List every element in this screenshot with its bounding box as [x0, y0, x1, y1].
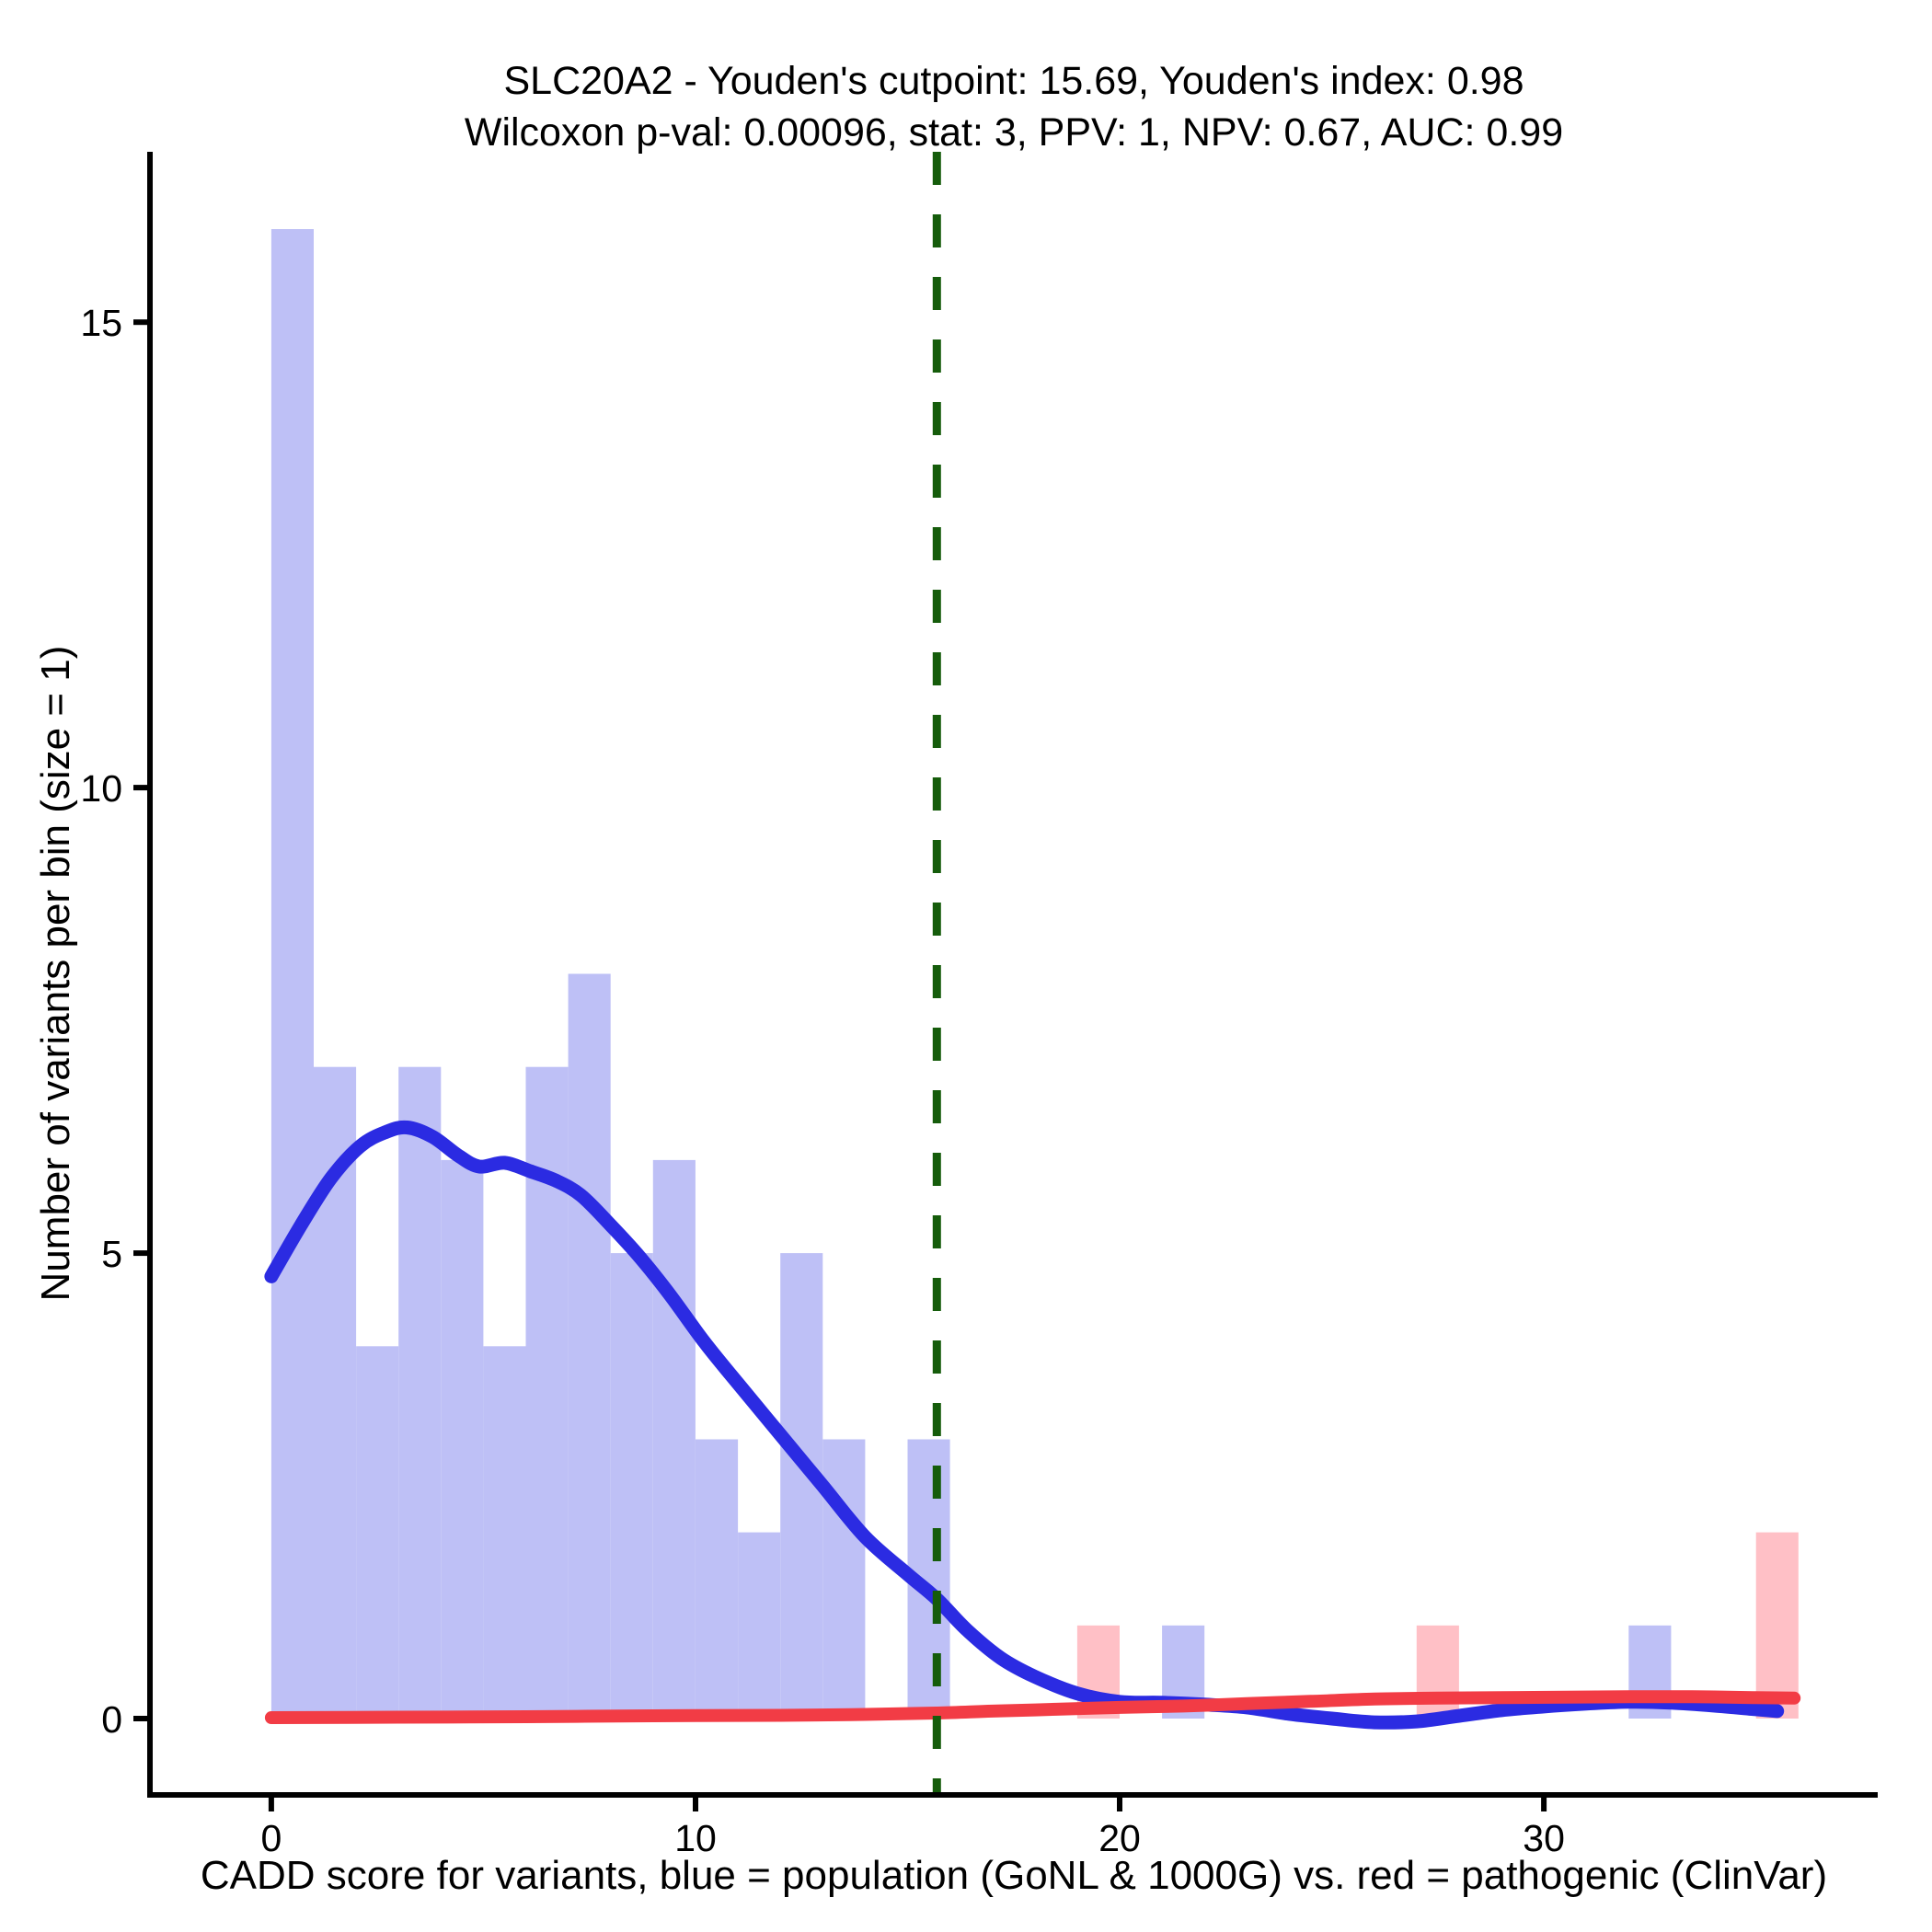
y-tick-label: 5	[101, 1233, 122, 1275]
x-tick-label: 0	[260, 1817, 282, 1859]
x-tick-label: 20	[1098, 1817, 1141, 1859]
histogram-bar	[398, 1066, 442, 1719]
histogram-bar	[652, 1159, 696, 1719]
y-tick-label: 0	[101, 1698, 122, 1741]
x-tick-label: 10	[674, 1817, 717, 1859]
histogram-bar	[696, 1439, 739, 1719]
histogram-bar	[441, 1159, 484, 1719]
y-tick-label: 10	[80, 767, 122, 810]
histogram-bar	[270, 229, 314, 1719]
x-axis-label: CADD score for variants, blue = populati…	[200, 1853, 1828, 1898]
histogram-bar	[822, 1439, 866, 1719]
histogram-bar	[568, 973, 611, 1719]
chart-subtitle: Wilcoxon p-val: 0.00096, stat: 3, PPV: 1…	[464, 110, 1564, 155]
density-curve	[264, 1690, 1801, 1724]
histogram-bar	[610, 1253, 653, 1719]
x-tick-label: 30	[1523, 1817, 1565, 1859]
density-curve	[264, 1120, 1785, 1730]
histogram-bar	[1755, 1532, 1799, 1719]
y-tick-label: 15	[80, 302, 122, 344]
histogram-bar	[738, 1532, 781, 1719]
chart-title: SLC20A2 - Youden's cutpoint: 15.69, Youd…	[503, 59, 1524, 103]
histogram-bar	[356, 1346, 399, 1719]
histogram-bar	[483, 1346, 526, 1719]
